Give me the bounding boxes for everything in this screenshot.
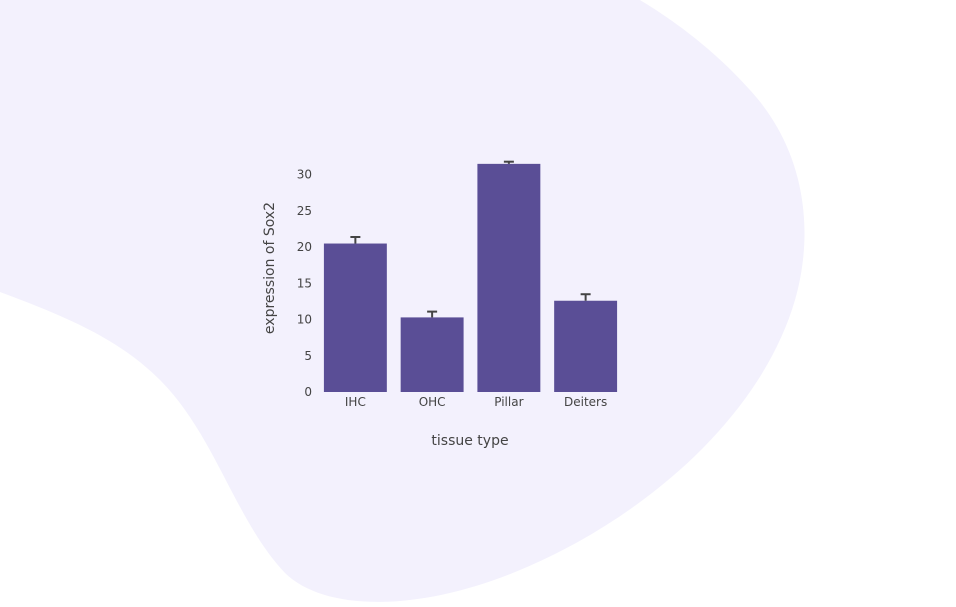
y-tick-label: 30 <box>297 168 312 182</box>
y-tick-label: 20 <box>297 240 312 254</box>
bars-group <box>323 163 618 392</box>
bar-ohc <box>400 317 464 392</box>
y-axis: 0 5 10 15 20 25 30 <box>297 168 312 399</box>
error-bar-ihc <box>350 236 361 244</box>
y-tick-label: 10 <box>297 313 312 327</box>
y-tick-label: 0 <box>304 385 312 399</box>
y-tick-label: 25 <box>297 204 312 218</box>
error-bar-ohc <box>427 310 438 318</box>
bar-deiters <box>554 300 618 392</box>
x-axis-title: tissue type <box>431 433 508 449</box>
y-tick-label: 5 <box>304 349 312 363</box>
background-blob-shape <box>0 0 805 602</box>
x-tick-label: Pillar <box>494 395 523 409</box>
x-tick-label: OHC <box>419 395 446 409</box>
y-axis-title: expression of Sox2 <box>262 202 278 334</box>
error-bar-deiters <box>580 293 591 301</box>
y-tick-label: 15 <box>297 276 312 290</box>
bar-pillar <box>477 163 541 392</box>
error-bar-pillar <box>503 160 514 164</box>
error-bars-group <box>350 160 591 318</box>
x-axis: IHC OHC Pillar Deiters <box>345 395 607 409</box>
x-tick-label: IHC <box>345 395 366 409</box>
bar-ihc <box>323 243 387 392</box>
x-tick-label: Deiters <box>564 395 607 409</box>
